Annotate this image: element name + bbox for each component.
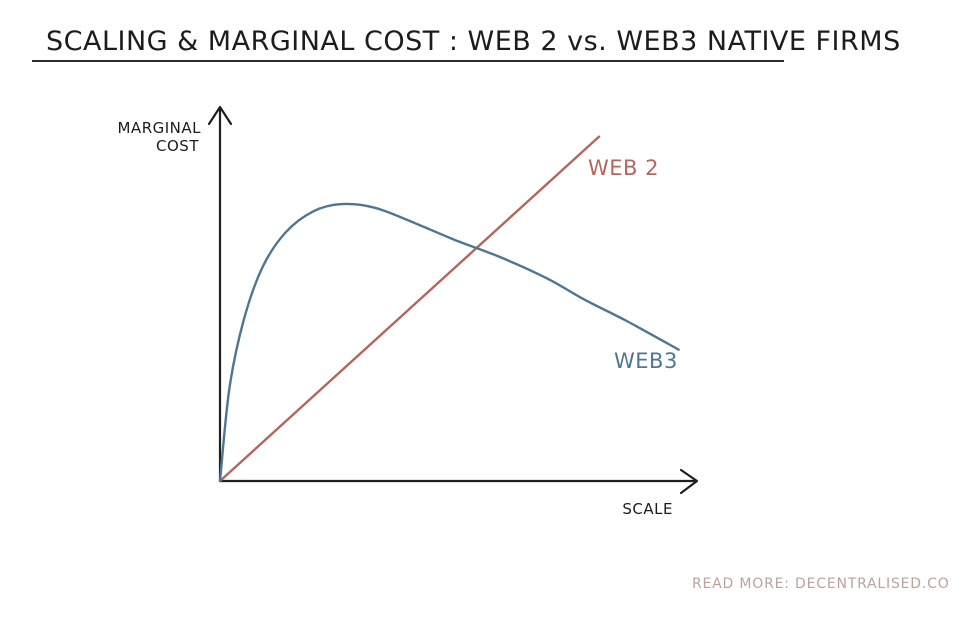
axes — [207, 105, 699, 495]
x-axis-arrow-icon — [679, 468, 699, 495]
title-underline — [32, 60, 784, 62]
series-layer — [218, 135, 680, 483]
y-axis-label-line2: COST — [156, 137, 199, 155]
chart-title: SCALING & MARGINAL COST : WEB 2 vs. WEB3… — [46, 26, 901, 57]
series-label-web3: WEB3 — [614, 349, 678, 373]
y-axis-label-line1: MARGINAL — [117, 119, 201, 137]
x-axis-label: SCALE — [622, 500, 673, 518]
y-axis-arrow-icon — [207, 105, 233, 126]
series-label-web2: WEB 2 — [588, 156, 659, 180]
series-line-web2 — [218, 135, 601, 483]
series-line-web3 — [218, 202, 680, 483]
read-more-footer: READ MORE: DECENTRALISED.CO — [692, 576, 950, 592]
